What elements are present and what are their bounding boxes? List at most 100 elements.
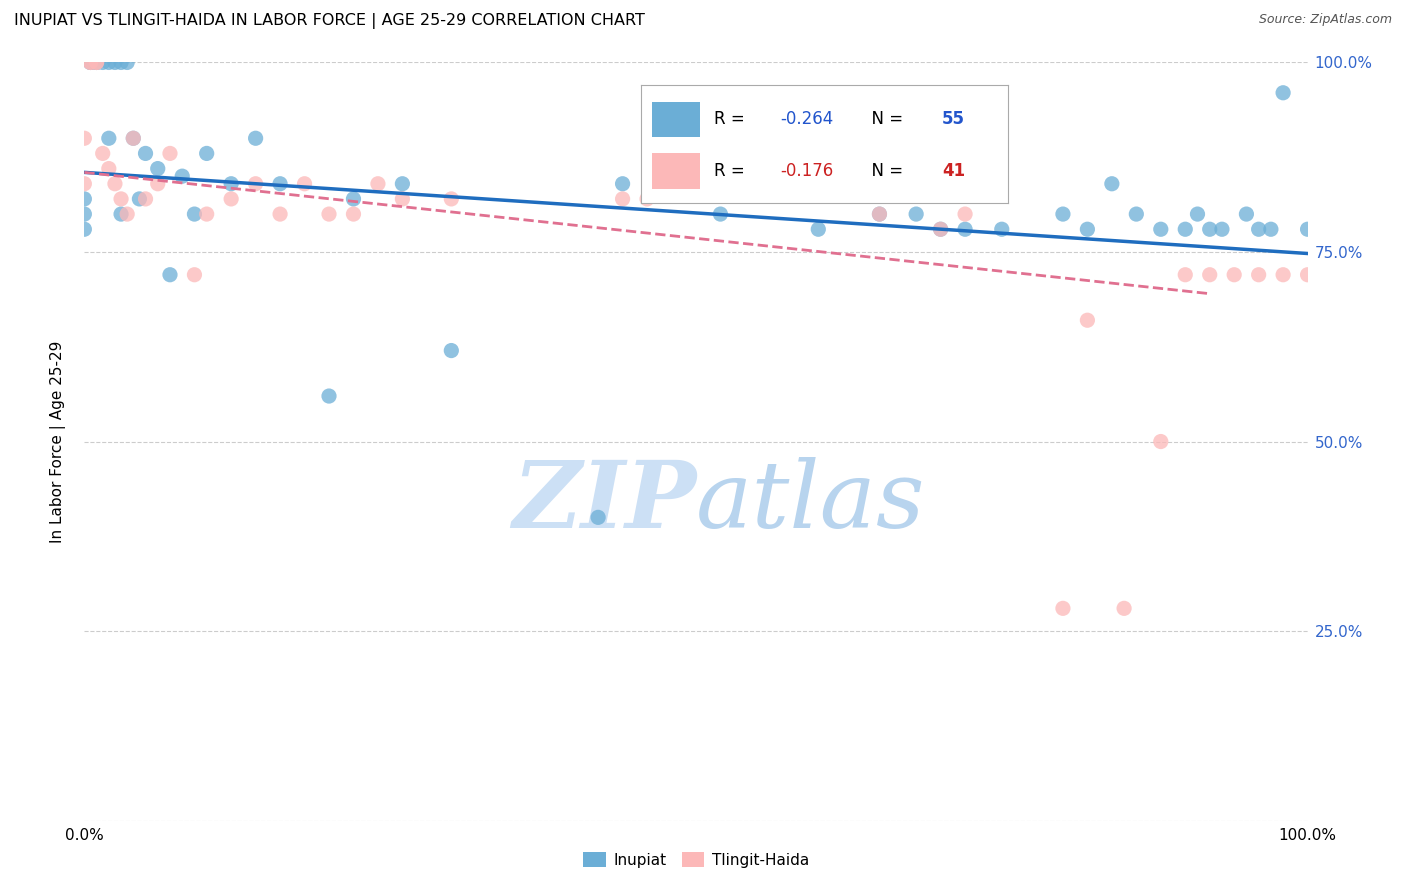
Point	[79, 55, 101, 70]
Point	[1247, 222, 1270, 236]
Point	[97, 55, 120, 70]
Point	[953, 222, 976, 236]
Point	[122, 131, 145, 145]
Point	[73, 222, 96, 236]
Point	[104, 55, 127, 70]
Text: INUPIAT VS TLINGIT-HAIDA IN LABOR FORCE | AGE 25-29 CORRELATION CHART: INUPIAT VS TLINGIT-HAIDA IN LABOR FORCE …	[14, 13, 645, 29]
Point	[1052, 207, 1074, 221]
Point	[245, 131, 267, 145]
Point	[953, 207, 976, 221]
Point	[110, 192, 132, 206]
Point	[929, 222, 952, 236]
Point	[1260, 222, 1282, 236]
Point	[636, 192, 658, 206]
Text: ZIP: ZIP	[512, 458, 696, 547]
Point	[269, 207, 291, 221]
Point	[86, 55, 108, 70]
Point	[115, 207, 138, 221]
Point	[1272, 86, 1295, 100]
Point	[612, 192, 634, 206]
Point	[219, 192, 242, 206]
Point	[1101, 177, 1123, 191]
Point	[97, 161, 120, 176]
Point	[1236, 207, 1258, 221]
Point	[183, 268, 205, 282]
Point	[110, 55, 132, 70]
Point	[159, 146, 181, 161]
Point	[73, 192, 96, 206]
Point	[685, 177, 707, 191]
Point	[86, 55, 108, 70]
Point	[991, 222, 1014, 236]
Point	[97, 131, 120, 145]
Point	[79, 55, 101, 70]
Point	[318, 207, 340, 221]
Point	[612, 177, 634, 191]
Point	[1272, 268, 1295, 282]
Point	[1174, 268, 1197, 282]
Point	[159, 268, 181, 282]
Point	[195, 207, 218, 221]
Point	[294, 177, 316, 191]
Point	[869, 207, 891, 221]
Point	[245, 177, 267, 191]
Point	[146, 161, 169, 176]
Point	[86, 55, 108, 70]
Point	[172, 169, 194, 184]
Point	[1052, 601, 1074, 615]
Point	[1174, 222, 1197, 236]
Point	[146, 177, 169, 191]
Legend: Inupiat, Tlingit-Haida: Inupiat, Tlingit-Haida	[576, 846, 815, 873]
Point	[1125, 207, 1147, 221]
Point	[1211, 222, 1233, 236]
Point	[91, 55, 114, 70]
Point	[709, 207, 731, 221]
Point	[110, 207, 132, 221]
Point	[1187, 207, 1209, 221]
Point	[1198, 222, 1220, 236]
Point	[135, 146, 157, 161]
Point	[342, 192, 364, 206]
Point	[586, 510, 609, 524]
Point	[318, 389, 340, 403]
Point	[1198, 268, 1220, 282]
Point	[929, 222, 952, 236]
Point	[807, 222, 830, 236]
Point	[1150, 222, 1173, 236]
Point	[79, 55, 101, 70]
Point	[1076, 222, 1098, 236]
Point	[1247, 268, 1270, 282]
Point	[86, 55, 108, 70]
Point	[73, 131, 96, 145]
Point	[758, 177, 780, 191]
Text: Source: ZipAtlas.com: Source: ZipAtlas.com	[1258, 13, 1392, 27]
Point	[905, 207, 928, 221]
Point	[122, 131, 145, 145]
Point	[391, 192, 413, 206]
Point	[104, 177, 127, 191]
Point	[1114, 601, 1136, 615]
Point	[115, 55, 138, 70]
Point	[73, 207, 96, 221]
Point	[1076, 313, 1098, 327]
Point	[440, 343, 463, 358]
Point	[135, 192, 157, 206]
Point	[91, 146, 114, 161]
Point	[367, 177, 389, 191]
Point	[1150, 434, 1173, 449]
Point	[1296, 268, 1319, 282]
Point	[183, 207, 205, 221]
Point	[869, 207, 891, 221]
Point	[219, 177, 242, 191]
Point	[128, 192, 150, 206]
Point	[269, 177, 291, 191]
Point	[391, 177, 413, 191]
Text: atlas: atlas	[696, 458, 925, 547]
Point	[73, 177, 96, 191]
Y-axis label: In Labor Force | Age 25-29: In Labor Force | Age 25-29	[51, 341, 66, 542]
Point	[79, 55, 101, 70]
Point	[831, 177, 853, 191]
Point	[195, 146, 218, 161]
Point	[440, 192, 463, 206]
Point	[342, 207, 364, 221]
